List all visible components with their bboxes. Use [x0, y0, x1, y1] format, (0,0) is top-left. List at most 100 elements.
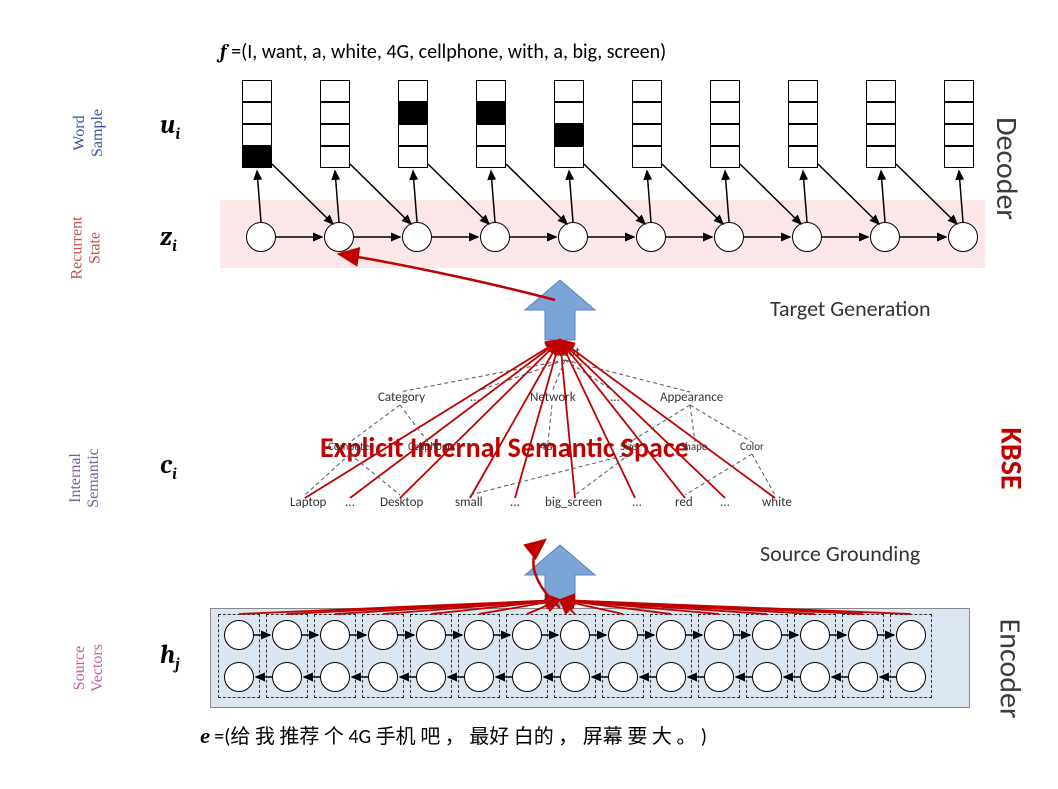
word-stack — [944, 80, 974, 168]
tree-leaf-5: big_screen — [545, 495, 602, 510]
word-stack-cell — [866, 124, 896, 146]
encoder-group-box — [650, 614, 692, 698]
tree-l1-0: Category — [378, 390, 425, 405]
encoder-group-box — [746, 614, 788, 698]
z-state-node — [714, 222, 744, 252]
word-stack-cell — [554, 102, 584, 124]
encoder-group-box — [314, 614, 356, 698]
encoder-group-box — [506, 614, 548, 698]
word-stack-cell — [788, 124, 818, 146]
tree-l1-4: Appearance — [660, 390, 723, 405]
encoder-group-box — [698, 614, 740, 698]
word-stack — [554, 80, 584, 168]
label-decoder: Decoder — [988, 117, 1025, 220]
encoder-group-box — [266, 614, 308, 698]
ann-source-grounding: Source Grounding — [760, 540, 920, 567]
encoder-group-box — [602, 614, 644, 698]
tree-leaf-2: Desktop — [380, 495, 423, 510]
tree-leaf-9: white — [762, 495, 792, 510]
word-stack-cell — [866, 102, 896, 124]
z-state-node — [558, 222, 588, 252]
word-stack-cell — [398, 124, 428, 146]
word-stack-cell — [788, 80, 818, 102]
tree-leaf-3: small — [455, 495, 483, 510]
tree-leaf-0: Laptop — [290, 495, 326, 510]
label-kbse: KBSE — [993, 427, 1030, 489]
word-stack — [476, 80, 506, 168]
word-stack — [320, 80, 350, 168]
var-u: ui — [160, 110, 180, 143]
var-c: ci — [160, 450, 177, 483]
var-h: hj — [160, 640, 180, 673]
encoder-group-box — [794, 614, 836, 698]
word-stack-cell — [866, 146, 896, 168]
label-internal-semantic: Internal Semantic — [67, 448, 103, 508]
word-stack-cell — [710, 80, 740, 102]
z-state-node — [948, 222, 978, 252]
word-stack — [632, 80, 662, 168]
word-stack-cell — [632, 102, 662, 124]
encoder-group-box — [458, 614, 500, 698]
bottom-sequence: e =(给 我 推荐 个 4G 手机 吧 ， 最好 白的 ， 屏幕 要 大 。 … — [200, 720, 707, 749]
encoder-group-box — [218, 614, 260, 698]
var-z: zi — [160, 222, 177, 255]
word-stack-cell — [632, 146, 662, 168]
word-stack — [788, 80, 818, 168]
ann-target-generation: Target Generation — [770, 295, 931, 322]
tree-l1-2: Network — [530, 390, 576, 405]
word-stack-cell — [476, 80, 506, 102]
label-encoder: Encoder — [991, 619, 1028, 719]
word-stack-cell — [320, 146, 350, 168]
tree-l1b-4: Shape — [680, 440, 707, 453]
word-stack-cell — [710, 102, 740, 124]
encoder-group-box — [890, 614, 932, 698]
word-stack-cell — [398, 146, 428, 168]
z-state-node — [324, 222, 354, 252]
word-stack-cell — [944, 80, 974, 102]
tree-root: Root — [555, 345, 580, 360]
tree-leaf-4: ... — [510, 495, 520, 510]
word-stack-cell — [554, 124, 584, 146]
word-stack-cell — [788, 146, 818, 168]
word-stack-cell — [476, 146, 506, 168]
tree-leaf-6: ... — [632, 495, 642, 510]
encoder-group-box — [554, 614, 596, 698]
z-state-node — [792, 222, 822, 252]
word-stack-cell — [554, 146, 584, 168]
word-stack — [398, 80, 428, 168]
label-recurrent-state: Recurrent State — [69, 216, 105, 279]
word-stack-cell — [866, 80, 896, 102]
encoder-group-box — [362, 614, 404, 698]
encoder-group-box — [410, 614, 452, 698]
bottom-tokens: 给 我 推荐 个 4G 手机 吧 ， 最好 白的 ， 屏幕 要 大 。 — [230, 725, 696, 749]
tree-l1b-2: 4G — [540, 440, 553, 453]
tree-l1b-3: Size — [620, 440, 637, 453]
word-stack-cell — [320, 124, 350, 146]
word-stack — [710, 80, 740, 168]
word-stack-cell — [944, 124, 974, 146]
tree-l1-1: ... — [470, 390, 480, 405]
word-stack-cell — [398, 102, 428, 124]
tree-l1-3: ... — [610, 390, 620, 405]
z-state-node — [636, 222, 666, 252]
tree-leaf-8: ... — [720, 495, 730, 510]
word-stack-cell — [632, 80, 662, 102]
word-stack — [242, 80, 272, 168]
word-stack-cell — [242, 80, 272, 102]
tree-leaf-1: ... — [345, 495, 355, 510]
z-state-node — [870, 222, 900, 252]
word-stack-cell — [398, 80, 428, 102]
word-stack-cell — [710, 124, 740, 146]
encoder-group-box — [842, 614, 884, 698]
z-state-node — [480, 222, 510, 252]
word-stack-cell — [476, 124, 506, 146]
word-stack-cell — [476, 102, 506, 124]
word-stack-cell — [242, 146, 272, 168]
word-stack-cell — [632, 124, 662, 146]
top-tokens: I, want, a, white, 4G, cellphone, with, … — [247, 40, 660, 64]
z-state-node — [246, 222, 276, 252]
top-sequence: f =(I, want, a, white, 4G, cellphone, wi… — [220, 40, 666, 64]
tree-l1b-5: Color — [740, 440, 764, 453]
tree-l1b-0: Computer — [328, 440, 373, 453]
label-source-vectors: Source Vectors — [71, 644, 107, 692]
